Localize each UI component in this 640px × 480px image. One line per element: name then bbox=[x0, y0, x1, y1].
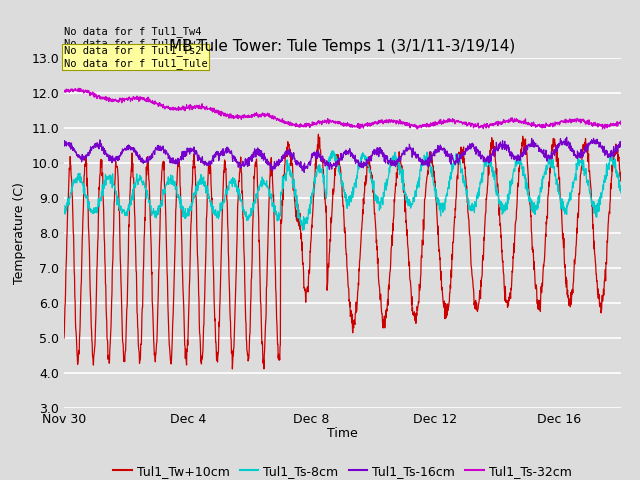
Tul1_Ts-8cm bbox=[299, 228, 307, 233]
Tul1_Ts-8cm bbox=[92, 206, 100, 212]
Tul1_Ts-16cm bbox=[60, 144, 68, 149]
Tul1_Ts-8cm bbox=[441, 207, 449, 213]
Tul1_Tw+10cm bbox=[228, 366, 236, 372]
Title: MB Tule Tower: Tule Temps 1 (3/1/11-3/19/14): MB Tule Tower: Tule Temps 1 (3/1/11-3/19… bbox=[169, 39, 516, 54]
Tul1_Tw+10cm bbox=[291, 189, 298, 194]
Tul1_Ts-16cm bbox=[92, 144, 100, 150]
Line: Tul1_Ts-16cm: Tul1_Ts-16cm bbox=[64, 137, 621, 172]
Tul1_Ts-32cm bbox=[441, 120, 449, 126]
Tul1_Tw+10cm bbox=[60, 335, 68, 341]
Tul1_Tw+10cm bbox=[441, 311, 449, 317]
Text: No data for f Tul1_Tw4
No data for f Tul1_Tw2: No data for f Tul1_Tw4 No data for f Tul… bbox=[64, 26, 202, 49]
Tul1_Ts-16cm bbox=[563, 134, 570, 140]
X-axis label: Time: Time bbox=[327, 427, 358, 440]
Tul1_Ts-16cm bbox=[179, 153, 187, 159]
Tul1_Ts-32cm bbox=[291, 121, 298, 127]
Tul1_Tw+10cm bbox=[179, 282, 187, 288]
Tul1_Tw+10cm bbox=[287, 157, 295, 163]
Tul1_Ts-32cm bbox=[60, 89, 68, 95]
Tul1_Ts-32cm bbox=[413, 126, 421, 132]
Legend: Tul1_Tw+10cm, Tul1_Ts-8cm, Tul1_Ts-16cm, Tul1_Ts-32cm: Tul1_Tw+10cm, Tul1_Ts-8cm, Tul1_Ts-16cm,… bbox=[108, 460, 577, 480]
Tul1_Ts-16cm bbox=[440, 150, 448, 156]
Tul1_Ts-16cm bbox=[290, 152, 298, 158]
Tul1_Ts-32cm bbox=[287, 123, 295, 129]
Tul1_Tw+10cm bbox=[92, 313, 100, 319]
Tul1_Ts-8cm bbox=[617, 190, 625, 195]
Tul1_Ts-16cm bbox=[300, 169, 308, 175]
Tul1_Ts-32cm bbox=[179, 105, 187, 110]
Tul1_Ts-16cm bbox=[287, 150, 295, 156]
Tul1_Ts-8cm bbox=[287, 173, 295, 179]
Tul1_Ts-8cm bbox=[328, 148, 336, 154]
Tul1_Ts-8cm bbox=[268, 204, 276, 209]
Line: Tul1_Tw+10cm: Tul1_Tw+10cm bbox=[64, 134, 621, 369]
Tul1_Tw+10cm bbox=[315, 132, 323, 137]
Line: Tul1_Ts-8cm: Tul1_Ts-8cm bbox=[64, 151, 621, 230]
Tul1_Ts-16cm bbox=[268, 166, 276, 171]
Tul1_Ts-32cm bbox=[92, 93, 100, 99]
Tul1_Ts-32cm bbox=[617, 121, 625, 127]
Tul1_Tw+10cm bbox=[617, 178, 625, 184]
Tul1_Ts-16cm bbox=[617, 139, 625, 144]
Text: No data for f Tul1_Ts2
No data for f Tul1_Tule: No data for f Tul1_Ts2 No data for f Tul… bbox=[64, 45, 208, 69]
Line: Tul1_Ts-32cm: Tul1_Ts-32cm bbox=[64, 88, 621, 129]
Tul1_Ts-8cm bbox=[179, 214, 187, 220]
Tul1_Tw+10cm bbox=[269, 180, 276, 186]
Y-axis label: Temperature (C): Temperature (C) bbox=[13, 182, 26, 284]
Tul1_Ts-8cm bbox=[60, 203, 68, 208]
Tul1_Ts-8cm bbox=[290, 185, 298, 191]
Tul1_Ts-32cm bbox=[269, 112, 276, 118]
Tul1_Ts-32cm bbox=[75, 85, 83, 91]
